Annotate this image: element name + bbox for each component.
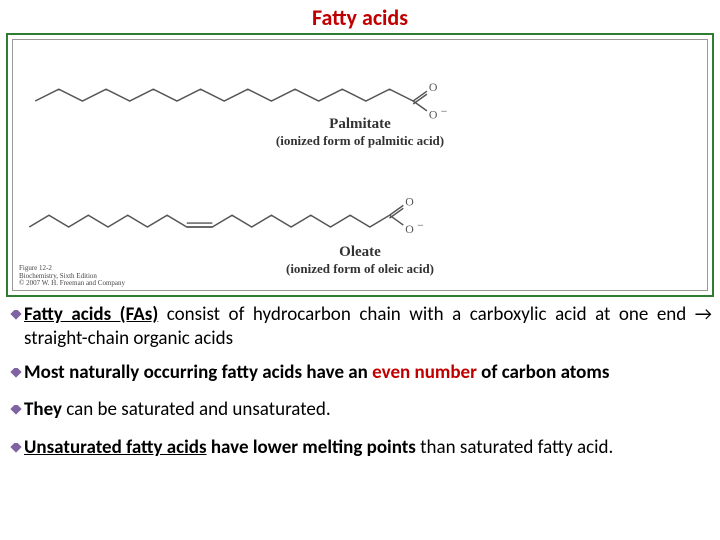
oleate-charge: −	[417, 218, 424, 232]
oleate-name: Oleate	[13, 244, 707, 261]
oleate-chain	[29, 215, 389, 227]
citation-line3: © 2007 W. H. Freeman and Company	[19, 280, 125, 288]
bullet-item: Most naturally occurring fatty acids hav…	[8, 361, 712, 389]
oleate-o2-label: O	[405, 222, 414, 236]
oleate-o1-label: O	[405, 194, 414, 208]
bullet-text: They can be saturated and unsaturated.	[24, 398, 712, 426]
diamond-bullet-icon	[8, 440, 22, 464]
citation-block: Figure 12-2 Biochemistry, Sixth Edition …	[19, 265, 125, 288]
palmitate-label: Palmitate (ionized form of palmitic acid…	[13, 116, 707, 149]
bullet-text: Most naturally occurring fatty acids hav…	[24, 361, 712, 389]
diamond-bullet-icon	[8, 307, 22, 351]
bullet-list: Fatty acids (FAs) consist of hydrocarbon…	[0, 297, 720, 464]
page-title: Fatty acids	[0, 0, 720, 33]
palmitate-name: Palmitate	[13, 116, 707, 133]
oleate-o2-bond	[390, 215, 404, 225]
palmitate-sub: (ionized form of palmitic acid)	[13, 133, 707, 149]
diagram-container: O O − O O − Palmitate (ionized form of p…	[6, 33, 714, 297]
bullet-item: Unsaturated fatty acids have lower melti…	[8, 436, 712, 464]
bullet-item: They can be saturated and unsaturated.	[8, 398, 712, 426]
bullet-text: Fatty acids (FAs) consist of hydrocarbon…	[24, 303, 712, 351]
diamond-bullet-icon	[8, 365, 22, 389]
bullet-text: Unsaturated fatty acids have lower melti…	[24, 436, 712, 464]
bullet-item: Fatty acids (FAs) consist of hydrocarbon…	[8, 303, 712, 351]
diagram-inner-border: O O − O O − Palmitate (ionized form of p…	[12, 39, 708, 291]
palmitate-o1-label: O	[429, 80, 438, 94]
title-text: Fatty acids	[312, 4, 408, 31]
diamond-bullet-icon	[8, 402, 22, 426]
palmitate-chain	[35, 89, 413, 101]
palmitate-o2-bond	[413, 101, 427, 111]
